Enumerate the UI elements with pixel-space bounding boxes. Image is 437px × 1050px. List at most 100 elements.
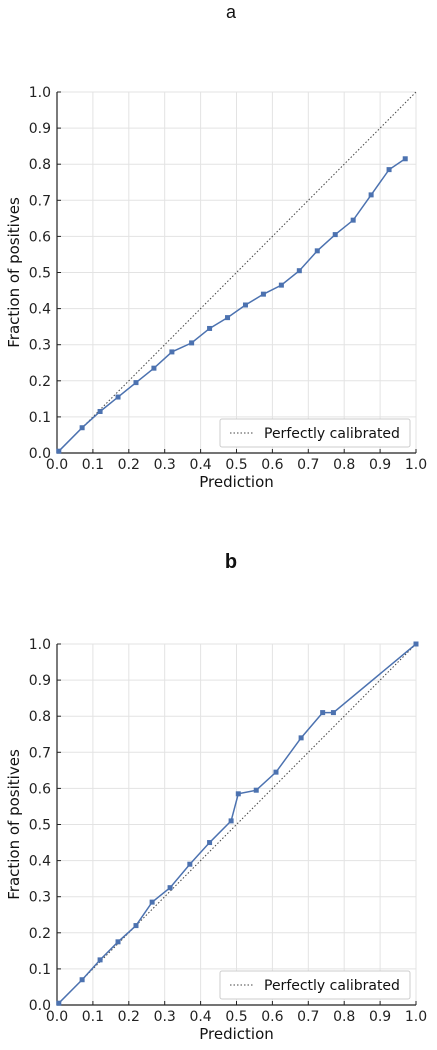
- series-point: [242, 302, 248, 308]
- series-point: [402, 156, 408, 162]
- series-point: [386, 167, 392, 173]
- series-point: [298, 735, 304, 741]
- panel-label: b: [225, 551, 237, 573]
- y-tick-label: 0.0: [29, 446, 51, 462]
- x-axis-title: Prediction: [199, 473, 274, 491]
- series-point: [278, 282, 284, 288]
- legend-box: [219, 970, 411, 1000]
- x-tick-label: 0.4: [189, 1009, 211, 1025]
- y-tick-label: 0.8: [29, 709, 51, 725]
- series-point: [330, 710, 336, 716]
- x-tick-label: 0.9: [369, 457, 391, 473]
- reference-line: [56, 643, 417, 1006]
- series-point: [332, 232, 338, 238]
- y-tick-label: 0.8: [29, 157, 51, 173]
- series-point: [133, 923, 139, 929]
- series-point: [187, 861, 193, 867]
- y-tick-label: 0.3: [29, 890, 51, 906]
- x-tick-label: 0.1: [82, 1009, 104, 1025]
- legend-box: [219, 418, 411, 448]
- x-tick-label: 0.0: [46, 457, 68, 473]
- x-tick-label: 0.6: [261, 457, 283, 473]
- x-axis-title: Prediction: [199, 1025, 274, 1043]
- series-point: [260, 291, 266, 297]
- y-tick-label: 0.9: [29, 673, 51, 689]
- series-point: [273, 769, 279, 775]
- legend-label: Perfectly calibrated: [264, 426, 400, 442]
- series-point: [189, 340, 195, 346]
- y-tick-label: 0.3: [29, 338, 51, 354]
- y-axis-title: Fraction of positives: [5, 197, 23, 348]
- x-tick-label: 0.7: [297, 1009, 319, 1025]
- y-tick-label: 0.1: [29, 410, 51, 426]
- y-tick-label: 1.0: [29, 637, 51, 653]
- x-tick-label: 0.8: [333, 457, 355, 473]
- y-tick-label: 0.4: [29, 854, 51, 870]
- series-point: [56, 448, 62, 454]
- series-point: [314, 248, 320, 254]
- y-tick-label: 1.0: [29, 85, 51, 101]
- series-point: [149, 899, 155, 905]
- series-point: [56, 1000, 62, 1006]
- x-tick-label: 0.6: [261, 1009, 283, 1025]
- y-tick-label: 0.0: [29, 998, 51, 1014]
- x-tick-label: 0.5: [225, 1009, 247, 1025]
- series-point: [133, 380, 139, 386]
- legend-label: Perfectly calibrated: [264, 978, 400, 994]
- x-tick-label: 0.3: [154, 1009, 176, 1025]
- series-point: [169, 349, 175, 355]
- y-tick-label: 0.5: [29, 818, 51, 834]
- y-tick-label: 0.6: [29, 781, 51, 797]
- series-point: [79, 425, 85, 431]
- series-point: [207, 325, 213, 331]
- x-tick-label: 0.8: [333, 1009, 355, 1025]
- x-tick-label: 0.5: [225, 457, 247, 473]
- reference-line: [56, 91, 417, 454]
- y-axis-title: Fraction of positives: [5, 749, 23, 900]
- series-point: [413, 641, 419, 647]
- x-tick-label: 0.4: [189, 457, 211, 473]
- x-tick-label: 0.7: [297, 457, 319, 473]
- series-point: [97, 957, 103, 963]
- series-point: [228, 818, 234, 824]
- series-point: [296, 268, 302, 274]
- x-tick-label: 0.2: [118, 457, 140, 473]
- panel-label: a: [226, 2, 237, 22]
- series-point: [151, 365, 157, 371]
- x-tick-label: 0.2: [118, 1009, 140, 1025]
- y-tick-label: 0.5: [29, 266, 51, 282]
- series-point: [167, 885, 173, 891]
- x-tick-label: 0.9: [369, 1009, 391, 1025]
- x-tick-label: 1.0: [405, 1009, 427, 1025]
- series-point: [79, 977, 85, 983]
- y-tick-label: 0.6: [29, 229, 51, 245]
- y-tick-label: 0.9: [29, 121, 51, 137]
- series-point: [253, 787, 259, 793]
- y-tick-label: 0.7: [29, 745, 51, 761]
- series-point: [115, 394, 121, 400]
- series-point: [350, 217, 356, 223]
- series-line: [58, 158, 406, 452]
- series-point: [368, 192, 374, 198]
- legend: Perfectly calibrated: [219, 970, 411, 1000]
- panel-a: a 0.0 0.1 0.2 0.3 0.4 0.5 0.6 0.7 0.8 0.9 1.0 0.0 0.…: [5, 2, 427, 491]
- series-point: [207, 840, 213, 846]
- series-point: [235, 791, 241, 797]
- series-point: [320, 710, 326, 716]
- x-tick-label: 0.3: [154, 457, 176, 473]
- x-tick-label: 0.0: [46, 1009, 68, 1025]
- series-point: [97, 408, 103, 414]
- x-tick-label: 0.1: [82, 457, 104, 473]
- grid: [56, 643, 417, 1006]
- panel-b: b 0.0 0.1 0.2 0.3 0.4 0.5 0.6 0.7 0.8 0.9 1.0 0.0 0.…: [5, 551, 427, 1043]
- y-tick-label: 0.4: [29, 302, 51, 318]
- y-tick-label: 0.2: [29, 374, 51, 390]
- series-point: [225, 315, 231, 321]
- y-tick-label: 0.2: [29, 926, 51, 942]
- series-point: [115, 939, 121, 945]
- legend: Perfectly calibrated: [219, 418, 411, 448]
- y-tick-label: 0.7: [29, 193, 51, 209]
- x-tick-label: 1.0: [405, 457, 427, 473]
- y-tick-label: 0.1: [29, 962, 51, 978]
